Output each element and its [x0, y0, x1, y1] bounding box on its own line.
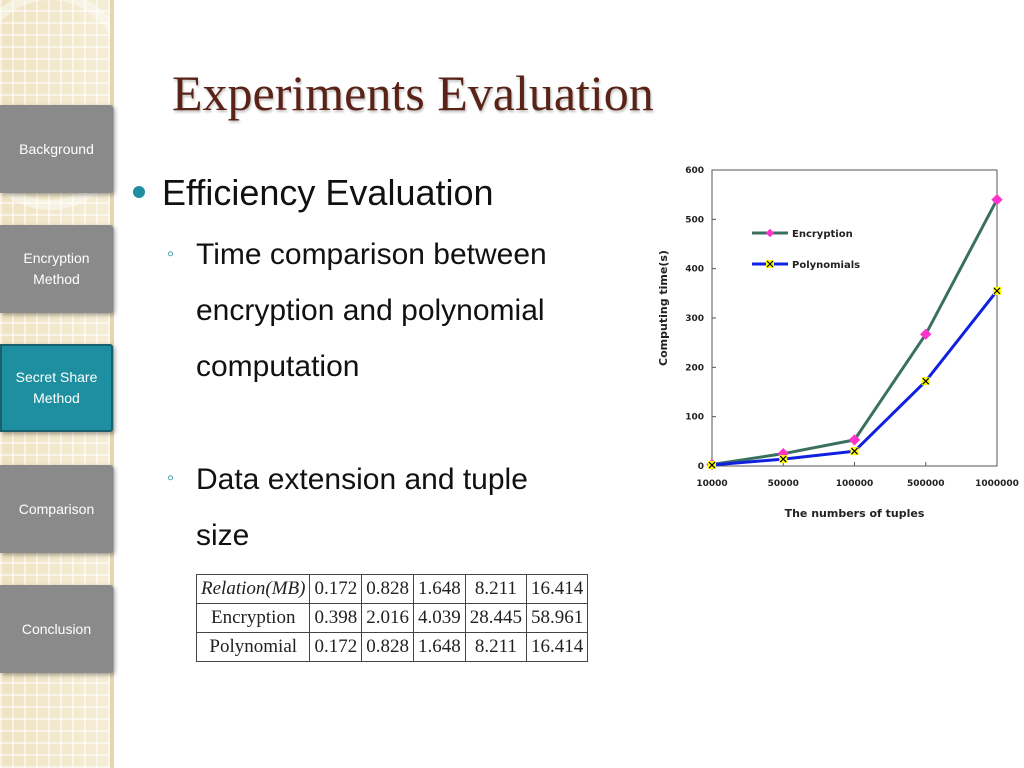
data-point-encryption [920, 328, 932, 340]
sidebar-item-label: Conclusion [21, 620, 92, 637]
x-tick-label: 50000 [768, 479, 799, 489]
x-tick-label: 500000 [907, 479, 945, 489]
sub-bullet-data-extension: Data extension and tuple size [196, 452, 528, 564]
sub-bullet-line: encryption and polynomial [196, 294, 545, 327]
data-point-mark-polynomials [851, 447, 858, 455]
sub-bullet-time-comparison: Time comparison between encryption and p… [196, 227, 547, 395]
slide-title: Experiments Evaluation [172, 65, 654, 121]
legend-label-encryption: Encryption [792, 229, 853, 240]
data-point-encryption [848, 434, 861, 446]
table-cell: 2.016 [361, 603, 414, 633]
x-tick-label: 100000 [836, 479, 874, 489]
table-row: Encryption 0.398 2.016 4.039 28.445 58.9… [195, 603, 589, 633]
table-cell: 0.398 [309, 603, 363, 633]
y-tick-label: 600 [685, 166, 704, 176]
table-cell: 16.414 [525, 574, 589, 604]
data-point-mark-polynomials [779, 455, 787, 463]
y-tick-label: 400 [685, 265, 704, 275]
table-cell: 58.961 [525, 603, 589, 633]
decorative-arc [0, 0, 140, 210]
table-cell: Encryption [195, 603, 311, 633]
sub-bullet-line: size [196, 519, 250, 552]
table-cell: 0.172 [309, 632, 363, 662]
table-cell: 1.648 [412, 574, 466, 604]
sidebar-item-label: Secret Share Method [15, 369, 98, 406]
legend-marker-x-polynomials [766, 260, 774, 268]
y-tick-label: 500 [685, 215, 704, 225]
y-tick-label: 200 [685, 363, 704, 373]
table-cell: 4.039 [412, 603, 466, 633]
data-point-encryption [991, 193, 1003, 206]
sidebar-item-label: Encryption Method [23, 250, 90, 287]
sidebar-item-secret-share-method[interactable]: Secret Share Method [0, 344, 113, 432]
data-point-mark-polynomials [993, 287, 1001, 295]
x-axis-label: The numbers of tuples [785, 507, 925, 520]
table-cell: 0.828 [361, 632, 414, 662]
sub-bullet-ring-icon: ◦ [167, 467, 175, 489]
bullet-dot-icon [133, 186, 145, 198]
y-tick-label: 300 [685, 314, 704, 324]
legend-marker-encryption [765, 228, 775, 238]
sub-bullet-line: Data extension and tuple [196, 463, 528, 496]
table-cell: 0.828 [361, 574, 414, 604]
x-tick-label: 10000 [696, 479, 727, 489]
sub-bullet-ring-icon: ◦ [167, 243, 175, 265]
sub-bullet-line: computation [196, 350, 360, 383]
sidebar-item-background[interactable]: Background [0, 105, 113, 193]
sidebar-item-label: Comparison [18, 500, 95, 517]
bullet-efficiency-evaluation: Efficiency Evaluation [162, 172, 494, 213]
table-cell: 1.648 [412, 632, 466, 662]
data-point-mark-polynomials [922, 377, 930, 385]
results-table: Relation(MB) 0.172 0.828 1.648 8.211 16.… [195, 574, 589, 662]
legend-label-polynomials: Polynomials [792, 260, 860, 271]
series-line-encryption [711, 198, 999, 467]
sidebar-item-label: Background [19, 140, 94, 157]
y-axis-label: Computing time(s) [657, 250, 670, 366]
y-tick-label: 0 [698, 462, 704, 472]
table-cell: 0.172 [309, 574, 363, 604]
plot-frame [711, 169, 998, 467]
sub-bullet-line: Time comparison between [196, 238, 547, 271]
data-point-mark-polynomials [708, 461, 716, 469]
table-row: Polynomial 0.172 0.828 1.648 8.211 16.41… [195, 632, 589, 662]
table-cell: 16.414 [525, 632, 589, 662]
table-row: Relation(MB) 0.172 0.828 1.648 8.211 16.… [195, 574, 589, 604]
table-cell: Relation(MB) [195, 574, 311, 604]
sidebar-item-conclusion[interactable]: Conclusion [0, 585, 113, 673]
table-cell: 8.211 [464, 632, 527, 662]
x-tick-label: 1000000 [975, 479, 1019, 489]
computing-time-chart: 0 100 200 300 400 500 600 10000 50000 100000 50000… [657, 166, 1019, 520]
sidebar-item-comparison[interactable]: Comparison [0, 465, 113, 553]
table-cell: 28.445 [464, 603, 527, 633]
table-cell: Polynomial [195, 632, 311, 662]
y-tick-label: 100 [685, 413, 704, 423]
sidebar-item-encryption-method[interactable]: Encryption Method [0, 225, 113, 313]
table-cell: 8.211 [464, 574, 527, 604]
